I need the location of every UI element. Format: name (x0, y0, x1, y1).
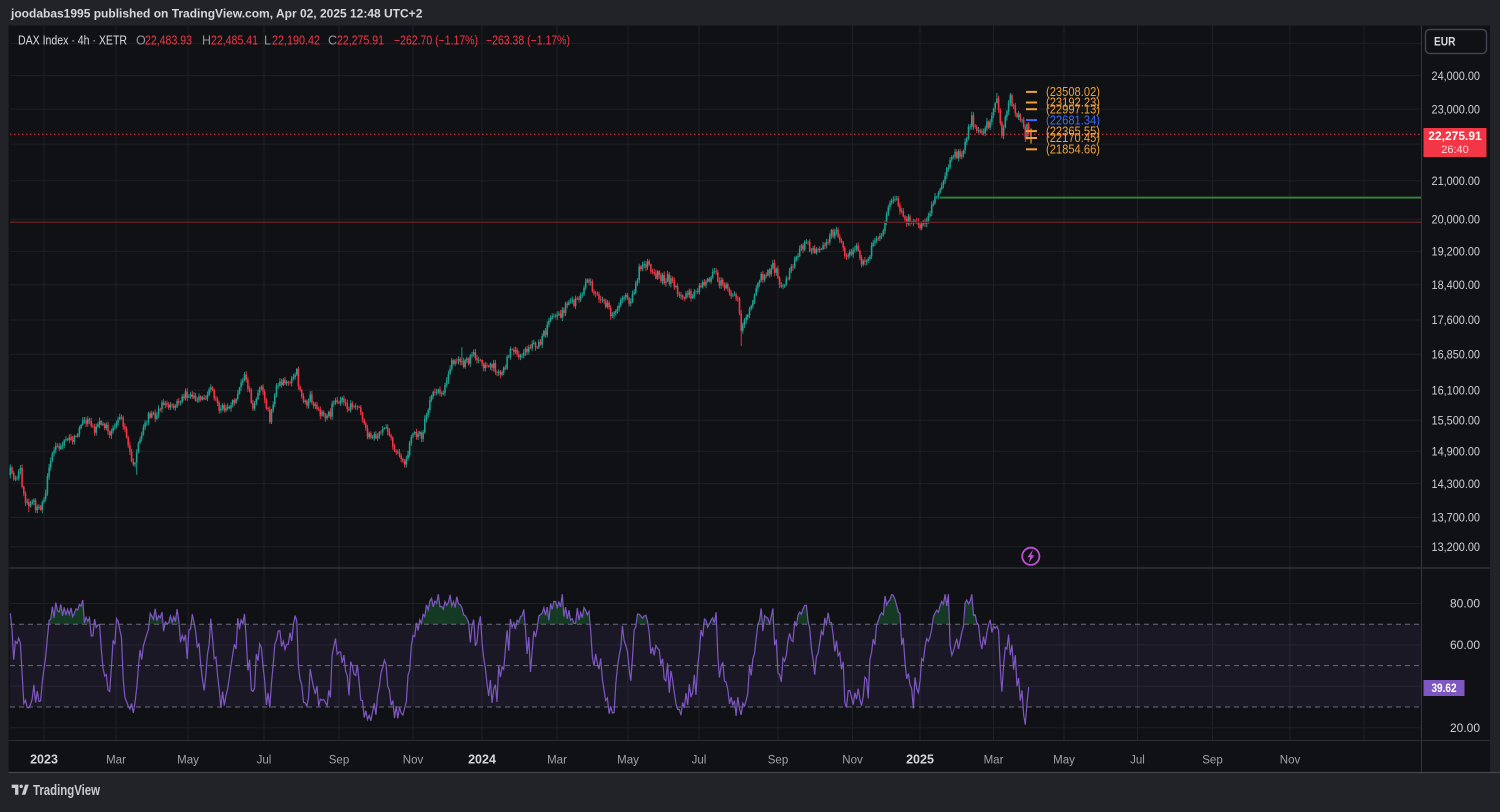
svg-text:39.62: 39.62 (1432, 683, 1457, 695)
svg-text:60.00: 60.00 (1450, 638, 1480, 652)
svg-text:18,400.00: 18,400.00 (1432, 278, 1481, 292)
svg-text:2024: 2024 (468, 753, 496, 767)
svg-text:16,850.00: 16,850.00 (1432, 348, 1481, 362)
svg-text:Sep: Sep (768, 755, 788, 767)
svg-text:May: May (617, 755, 639, 767)
svg-text:May: May (177, 755, 199, 767)
svg-text:Mar: Mar (106, 755, 126, 767)
svg-text:(22997.13): (22997.13) (1046, 102, 1100, 116)
svg-text:24,000.00: 24,000.00 (1432, 69, 1481, 83)
svg-text:May: May (1053, 755, 1075, 767)
svg-text:20,000.00: 20,000.00 (1432, 212, 1481, 226)
svg-text:EUR: EUR (1434, 35, 1456, 49)
svg-text:Sep: Sep (329, 755, 349, 767)
svg-text:Jul: Jul (257, 755, 272, 767)
svg-text:C: C (328, 34, 337, 48)
svg-text:L: L (264, 34, 271, 48)
svg-text:26:40: 26:40 (1441, 144, 1469, 156)
svg-text:Jul: Jul (1130, 755, 1145, 767)
svg-text:2023: 2023 (30, 753, 58, 767)
svg-text:Nov: Nov (842, 755, 863, 767)
svg-text:TradingView: TradingView (33, 782, 100, 799)
svg-text:22,485.41: 22,485.41 (211, 34, 258, 48)
svg-text:20.00: 20.00 (1450, 721, 1480, 735)
svg-text:DAX Index · 4h · XETR: DAX Index · 4h · XETR (18, 34, 127, 48)
svg-text:(23192.23): (23192.23) (1046, 96, 1100, 110)
svg-text:(21854.66): (21854.66) (1046, 143, 1100, 157)
svg-text:19,200.00: 19,200.00 (1432, 245, 1481, 259)
svg-text:(22681.34): (22681.34) (1046, 113, 1100, 127)
svg-text:−263.38 (−1.17%): −263.38 (−1.17%) (486, 34, 570, 48)
svg-text:23,000.00: 23,000.00 (1432, 102, 1481, 116)
svg-text:14,900.00: 14,900.00 (1432, 444, 1481, 458)
svg-text:(22170.45): (22170.45) (1046, 131, 1100, 145)
svg-text:22,190.42: 22,190.42 (272, 34, 320, 48)
svg-text:15,500.00: 15,500.00 (1432, 413, 1481, 427)
svg-text:O: O (136, 34, 146, 48)
svg-text:Nov: Nov (403, 755, 424, 767)
svg-text:22,483.93: 22,483.93 (145, 34, 192, 48)
svg-text:2025: 2025 (906, 753, 934, 767)
svg-text:Jul: Jul (692, 755, 707, 767)
svg-text:Mar: Mar (547, 755, 567, 767)
svg-text:13,200.00: 13,200.00 (1432, 540, 1481, 554)
svg-text:Mar: Mar (984, 755, 1004, 767)
svg-text:14,300.00: 14,300.00 (1432, 477, 1481, 491)
svg-text:22,275.91: 22,275.91 (337, 34, 384, 48)
svg-text:Sep: Sep (1202, 755, 1222, 767)
svg-text:(22365.55): (22365.55) (1046, 124, 1100, 138)
svg-text:13,700.00: 13,700.00 (1432, 511, 1481, 525)
svg-text:80.00: 80.00 (1450, 597, 1480, 611)
svg-text:(23508.02): (23508.02) (1046, 85, 1100, 99)
svg-text:Nov: Nov (1280, 755, 1301, 767)
svg-text:21,000.00: 21,000.00 (1432, 174, 1481, 188)
svg-text:joodabas1995 published on Trad: joodabas1995 published on TradingView.co… (10, 7, 423, 21)
svg-text:22,275.91: 22,275.91 (1428, 129, 1482, 143)
svg-text:16,100.00: 16,100.00 (1432, 383, 1481, 397)
svg-text:H: H (202, 34, 211, 48)
svg-text:−262.70 (−1.17%): −262.70 (−1.17%) (394, 34, 478, 48)
svg-text:17,600.00: 17,600.00 (1432, 313, 1481, 327)
